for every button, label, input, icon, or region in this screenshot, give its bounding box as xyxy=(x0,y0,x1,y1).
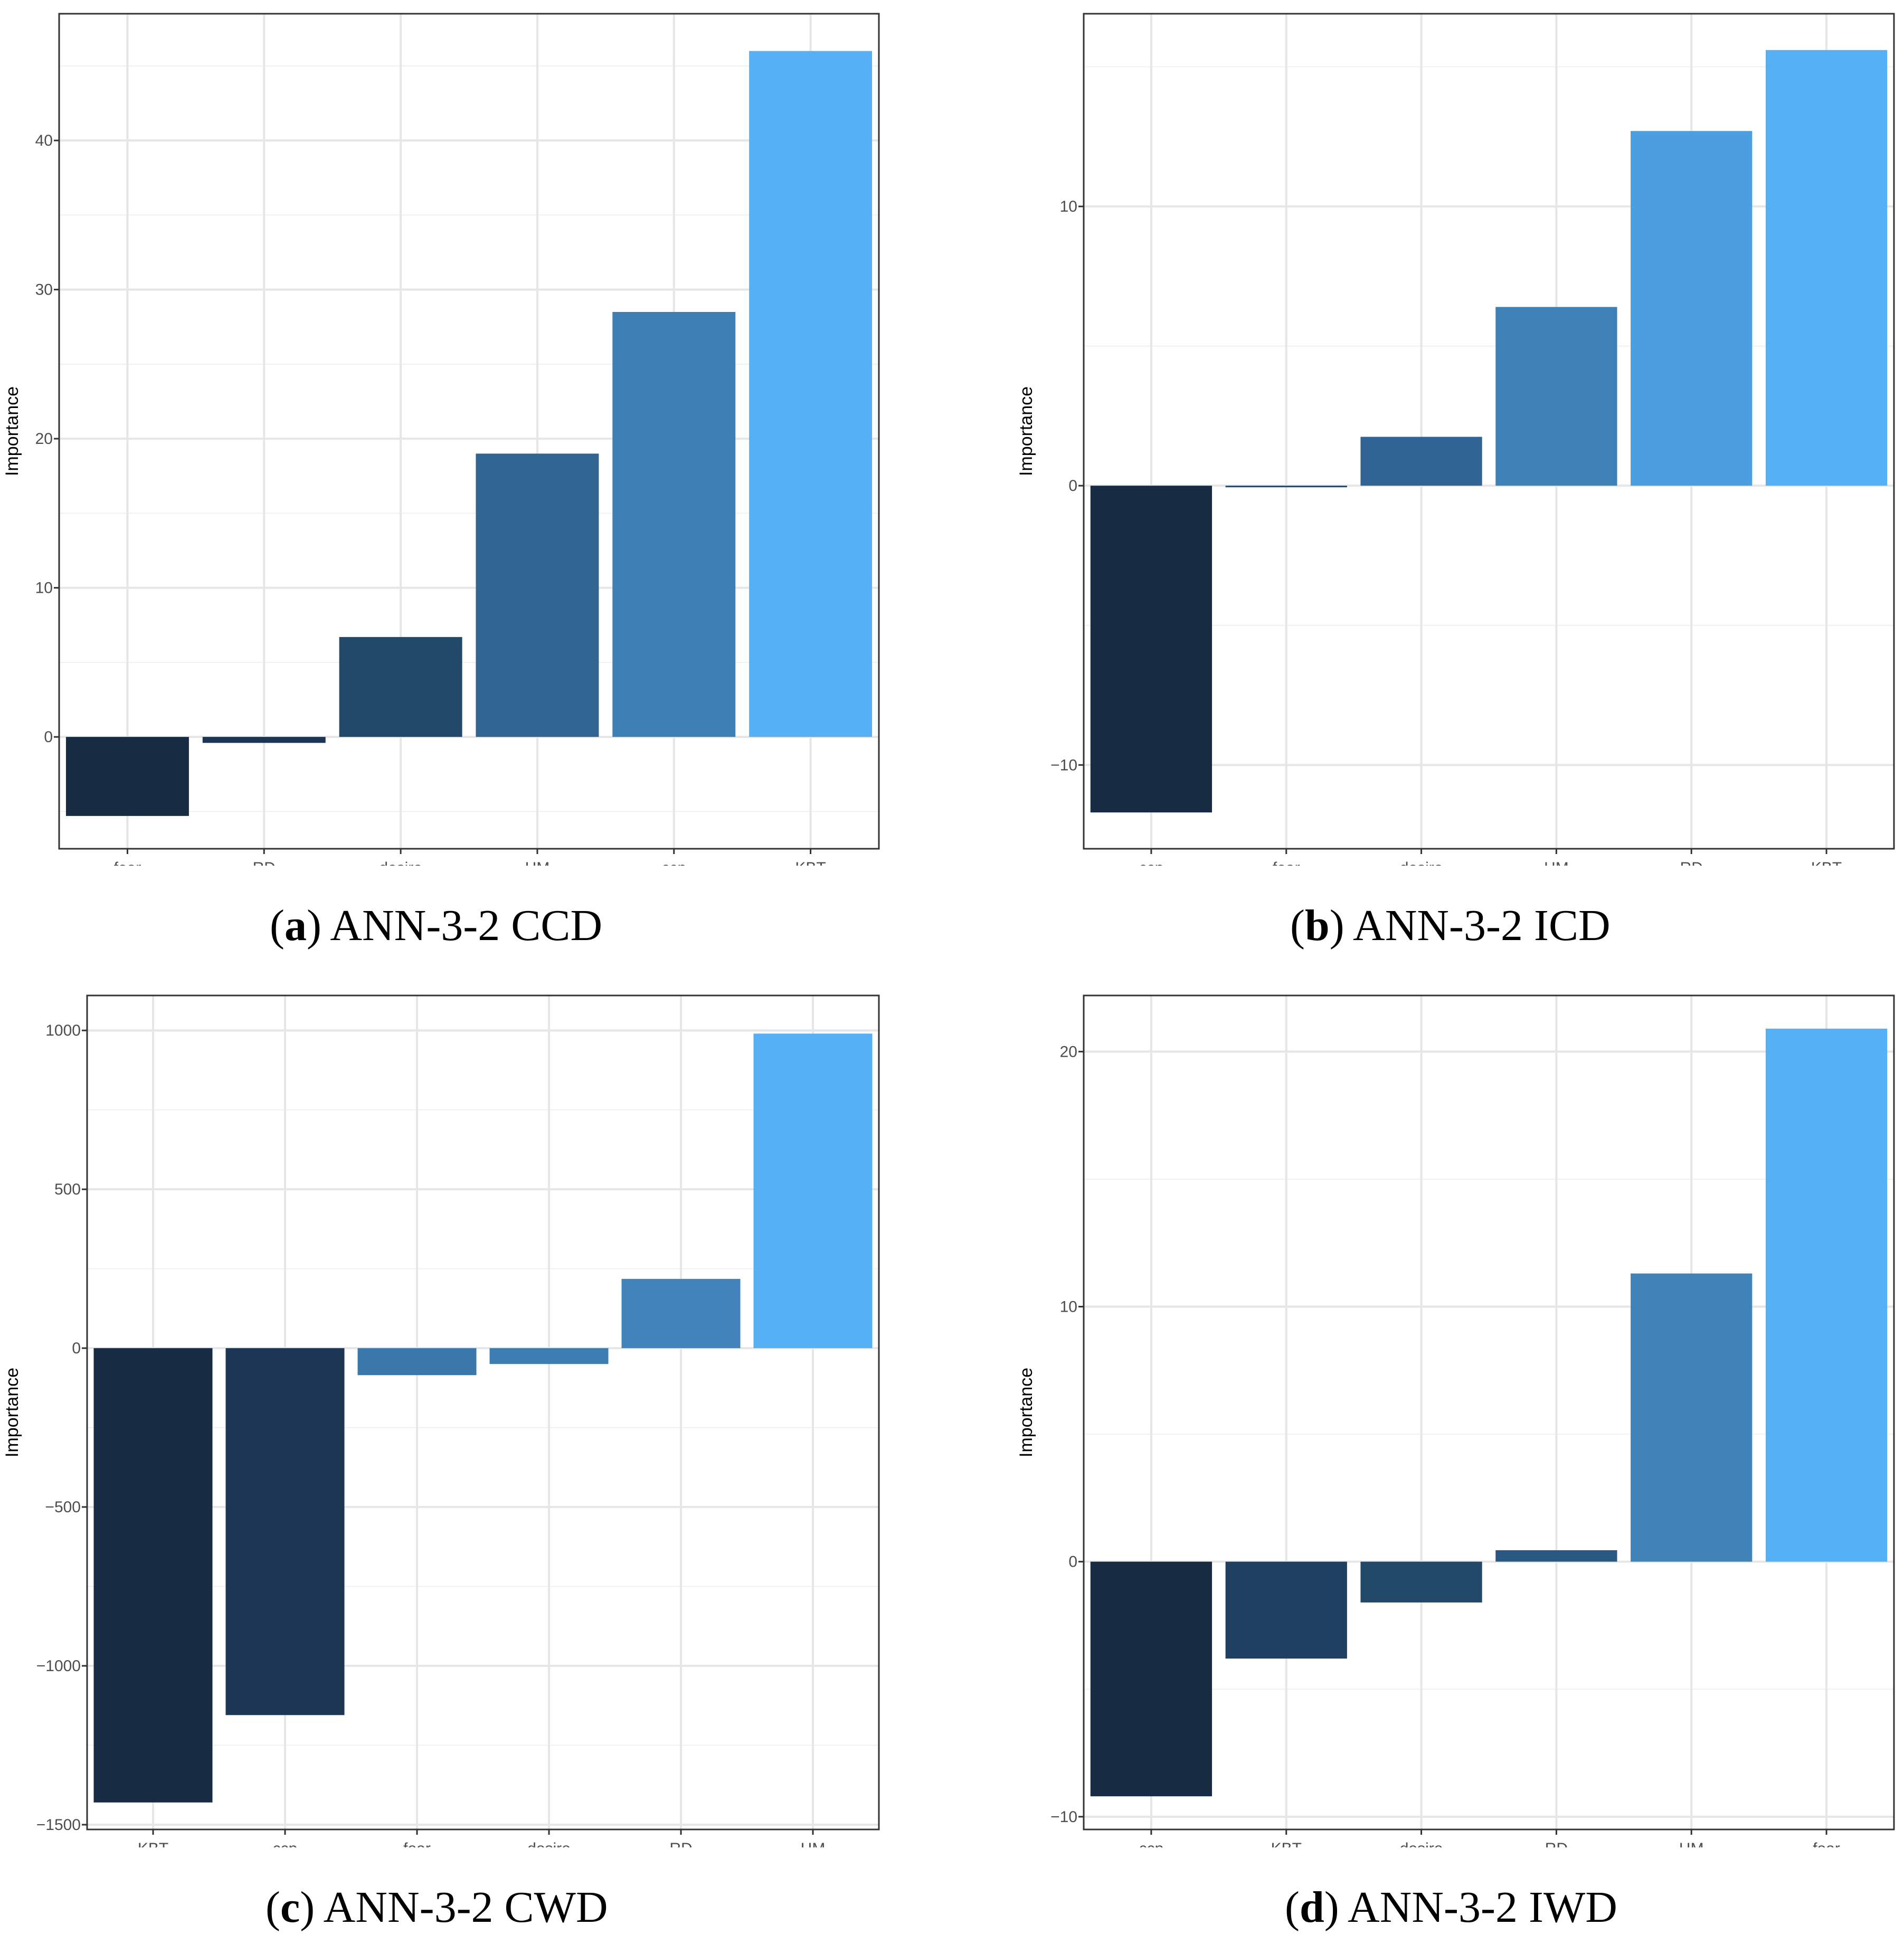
bar-ccp xyxy=(225,1348,345,1715)
y-axis-title: Importance xyxy=(1016,386,1036,476)
caption-b: (b) ANN-3-2 ICD xyxy=(1290,901,1611,950)
bar-KBT xyxy=(749,51,873,737)
x-tick-label: HM xyxy=(1679,1840,1704,1847)
y-tick-label: 20 xyxy=(1060,1043,1077,1060)
bar-fear xyxy=(65,737,189,816)
caption-b-text: ANN-3-2 ICD xyxy=(1353,901,1611,950)
bar-fear xyxy=(357,1348,477,1376)
bar-RD xyxy=(1495,1550,1617,1562)
plot-background xyxy=(1084,995,1894,1829)
bar-HM xyxy=(753,1033,873,1349)
plot-background xyxy=(1084,14,1894,849)
caption-a-letter: a xyxy=(284,901,307,950)
chart-panel-a: 0 10 20 30 40 fear RD desire HM ccp KBT Importance xyxy=(0,0,897,866)
x-tick-label: RD xyxy=(1680,859,1703,866)
x-tick-label: RD xyxy=(669,1840,692,1847)
bar-desire xyxy=(1360,437,1482,486)
caption-d: (d) ANN-3-2 IWD xyxy=(1285,1883,1617,1932)
chart-panel-c: −1500 −1000 −500 0 500 1000 KBT ccp fear desire RD… xyxy=(0,982,897,1847)
y-tick-label: 1000 xyxy=(45,1022,81,1039)
y-axis-title: Importance xyxy=(2,1368,22,1457)
chart-a: 0 10 20 30 40 fear RD desire HM ccp KBT Importance xyxy=(2,13,880,866)
bar-KBT xyxy=(1765,50,1888,486)
plot-border xyxy=(1083,994,1895,1831)
y-tick-label: −1500 xyxy=(36,1816,81,1834)
chart-panel-b: −10 0 10 ccp fear desire HM RD KBT Importance xyxy=(1013,0,1904,866)
bar-fear xyxy=(1225,486,1347,488)
caption-c-text: ANN-3-2 CWD xyxy=(323,1883,608,1932)
bar-HM xyxy=(476,453,599,737)
chart-c: −1500 −1000 −500 0 500 1000 KBT ccp fear desire RD… xyxy=(2,994,880,1847)
y-tick-label: 40 xyxy=(35,132,53,149)
bar-KBT xyxy=(1225,1561,1347,1659)
bar-desire xyxy=(1360,1561,1482,1602)
plot-border xyxy=(86,994,880,1831)
x-tick-label: HM xyxy=(1544,859,1569,866)
x-tick-label: ccp xyxy=(1139,1840,1164,1847)
bar-ccp xyxy=(612,312,736,737)
x-tick-label: KBT xyxy=(138,1840,168,1847)
bar-fear xyxy=(1765,1028,1888,1562)
y-tick-label: 30 xyxy=(35,281,53,299)
y-tick-label: −1000 xyxy=(36,1657,81,1675)
bar-ccp xyxy=(1090,1561,1213,1797)
y-tick-label: 0 xyxy=(1068,477,1077,495)
caption-c: (c) ANN-3-2 CWD xyxy=(266,1883,608,1932)
x-tick-label: fear xyxy=(114,859,141,866)
y-tick-label: 20 xyxy=(35,430,53,448)
caption-d-text: ANN-3-2 IWD xyxy=(1348,1883,1617,1932)
x-tick-label: desire xyxy=(1400,1840,1443,1847)
y-tick-label: 10 xyxy=(1060,1298,1077,1315)
x-tick-label: desire xyxy=(379,859,422,866)
bar-HM xyxy=(1631,1273,1753,1562)
x-tick-label: KBT xyxy=(795,859,826,866)
caption-d-letter: d xyxy=(1299,1883,1324,1932)
chart-d: −10 0 10 20 ccp KBT desire RD HM fear Importance xyxy=(1016,994,1895,1847)
x-tick-label: RD xyxy=(1545,1840,1568,1847)
x-tick-label: RD xyxy=(253,859,276,866)
bar-desire xyxy=(339,637,462,737)
chart-panel-d: −10 0 10 20 ccp KBT desire RD HM fear Importance xyxy=(1013,982,1904,1847)
plot-border xyxy=(58,13,880,850)
x-tick-label: ccp xyxy=(273,1840,298,1847)
caption-c-letter: c xyxy=(280,1883,300,1932)
x-tick-label: fear xyxy=(403,1840,431,1847)
y-tick-label: −10 xyxy=(1050,756,1077,774)
x-tick-label: ccp xyxy=(661,859,686,866)
y-tick-label: 0 xyxy=(1068,1553,1077,1571)
x-tick-label: fear xyxy=(1273,859,1300,866)
plot-border xyxy=(1083,13,1895,850)
bar-ccp xyxy=(1090,486,1213,813)
chart-b: −10 0 10 ccp fear desire HM RD KBT Importance xyxy=(1016,13,1895,866)
y-tick-label: 0 xyxy=(72,1340,81,1357)
x-tick-label: KBT xyxy=(1811,859,1842,866)
x-tick-label: desire xyxy=(527,1840,571,1847)
bar-RD xyxy=(1631,131,1753,486)
bar-RD xyxy=(202,737,326,743)
y-tick-label: 500 xyxy=(54,1181,81,1198)
x-tick-label: HM xyxy=(525,859,550,866)
plot-background xyxy=(87,995,879,1829)
y-tick-label: −10 xyxy=(1050,1808,1077,1826)
x-tick-label: KBT xyxy=(1271,1840,1302,1847)
bar-RD xyxy=(621,1278,741,1349)
y-axis-title: Importance xyxy=(1016,1368,1036,1457)
x-tick-label: HM xyxy=(801,1840,826,1847)
x-tick-label: desire xyxy=(1400,859,1443,866)
x-tick-label: fear xyxy=(1813,1840,1840,1847)
bar-KBT xyxy=(93,1348,213,1803)
caption-a-text: ANN-3-2 CCD xyxy=(330,901,602,950)
y-tick-label: −500 xyxy=(45,1499,81,1516)
bar-HM xyxy=(1495,307,1617,486)
y-tick-label: 10 xyxy=(35,580,53,597)
y-tick-label: 0 xyxy=(44,728,53,746)
y-axis-title: Importance xyxy=(2,386,22,476)
y-tick-label: 10 xyxy=(1060,198,1077,215)
caption-b-letter: b xyxy=(1304,901,1330,950)
caption-a: (a) ANN-3-2 CCD xyxy=(270,901,602,950)
bar-desire xyxy=(489,1348,609,1364)
plot-background xyxy=(59,14,879,849)
x-tick-label: ccp xyxy=(1139,859,1164,866)
